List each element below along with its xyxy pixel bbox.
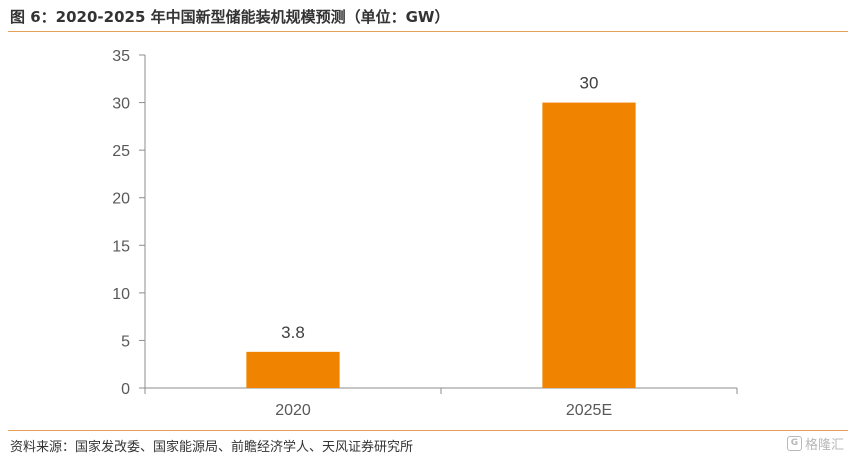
bar-2025E (542, 102, 636, 389)
y-tick-label: 25 (112, 143, 130, 160)
bar-chart: 0 5 10 15 20 25 30 35 2020 2025E 3.8 30 (112, 48, 738, 419)
y-tick-label: 20 (112, 191, 130, 208)
bar-2020 (246, 351, 340, 388)
data-label-2020: 3.8 (281, 323, 305, 342)
x-tick-label-2020: 2020 (275, 402, 311, 419)
watermark: G 格隆汇 (786, 434, 844, 453)
source-note: 资料来源：国家发改委、国家能源局、前瞻经济学人、天风证券研究所 (10, 440, 414, 455)
watermark-logo-icon: G (786, 436, 802, 451)
data-label-2025E: 30 (580, 74, 599, 93)
source-divider (8, 430, 848, 431)
y-tick-label: 10 (112, 286, 130, 303)
x-tick-label-2025E: 2025E (566, 402, 612, 419)
chart-title: 图 6：2020-2025 年中国新型储能装机规模预测（单位：GW） (10, 8, 450, 26)
bars (246, 102, 636, 389)
x-axis: 2020 2025E (144, 387, 738, 419)
watermark-text: 格隆汇 (804, 438, 844, 453)
data-labels: 3.8 30 (281, 74, 598, 342)
y-tick-label: 30 (112, 96, 130, 113)
y-tick-label: 0 (121, 381, 130, 398)
y-axis: 0 5 10 15 20 25 30 35 (112, 48, 146, 398)
y-tick-label: 5 (121, 333, 130, 350)
y-tick-label: 15 (112, 238, 130, 255)
title-divider (8, 31, 848, 32)
y-tick-label: 35 (112, 48, 130, 65)
